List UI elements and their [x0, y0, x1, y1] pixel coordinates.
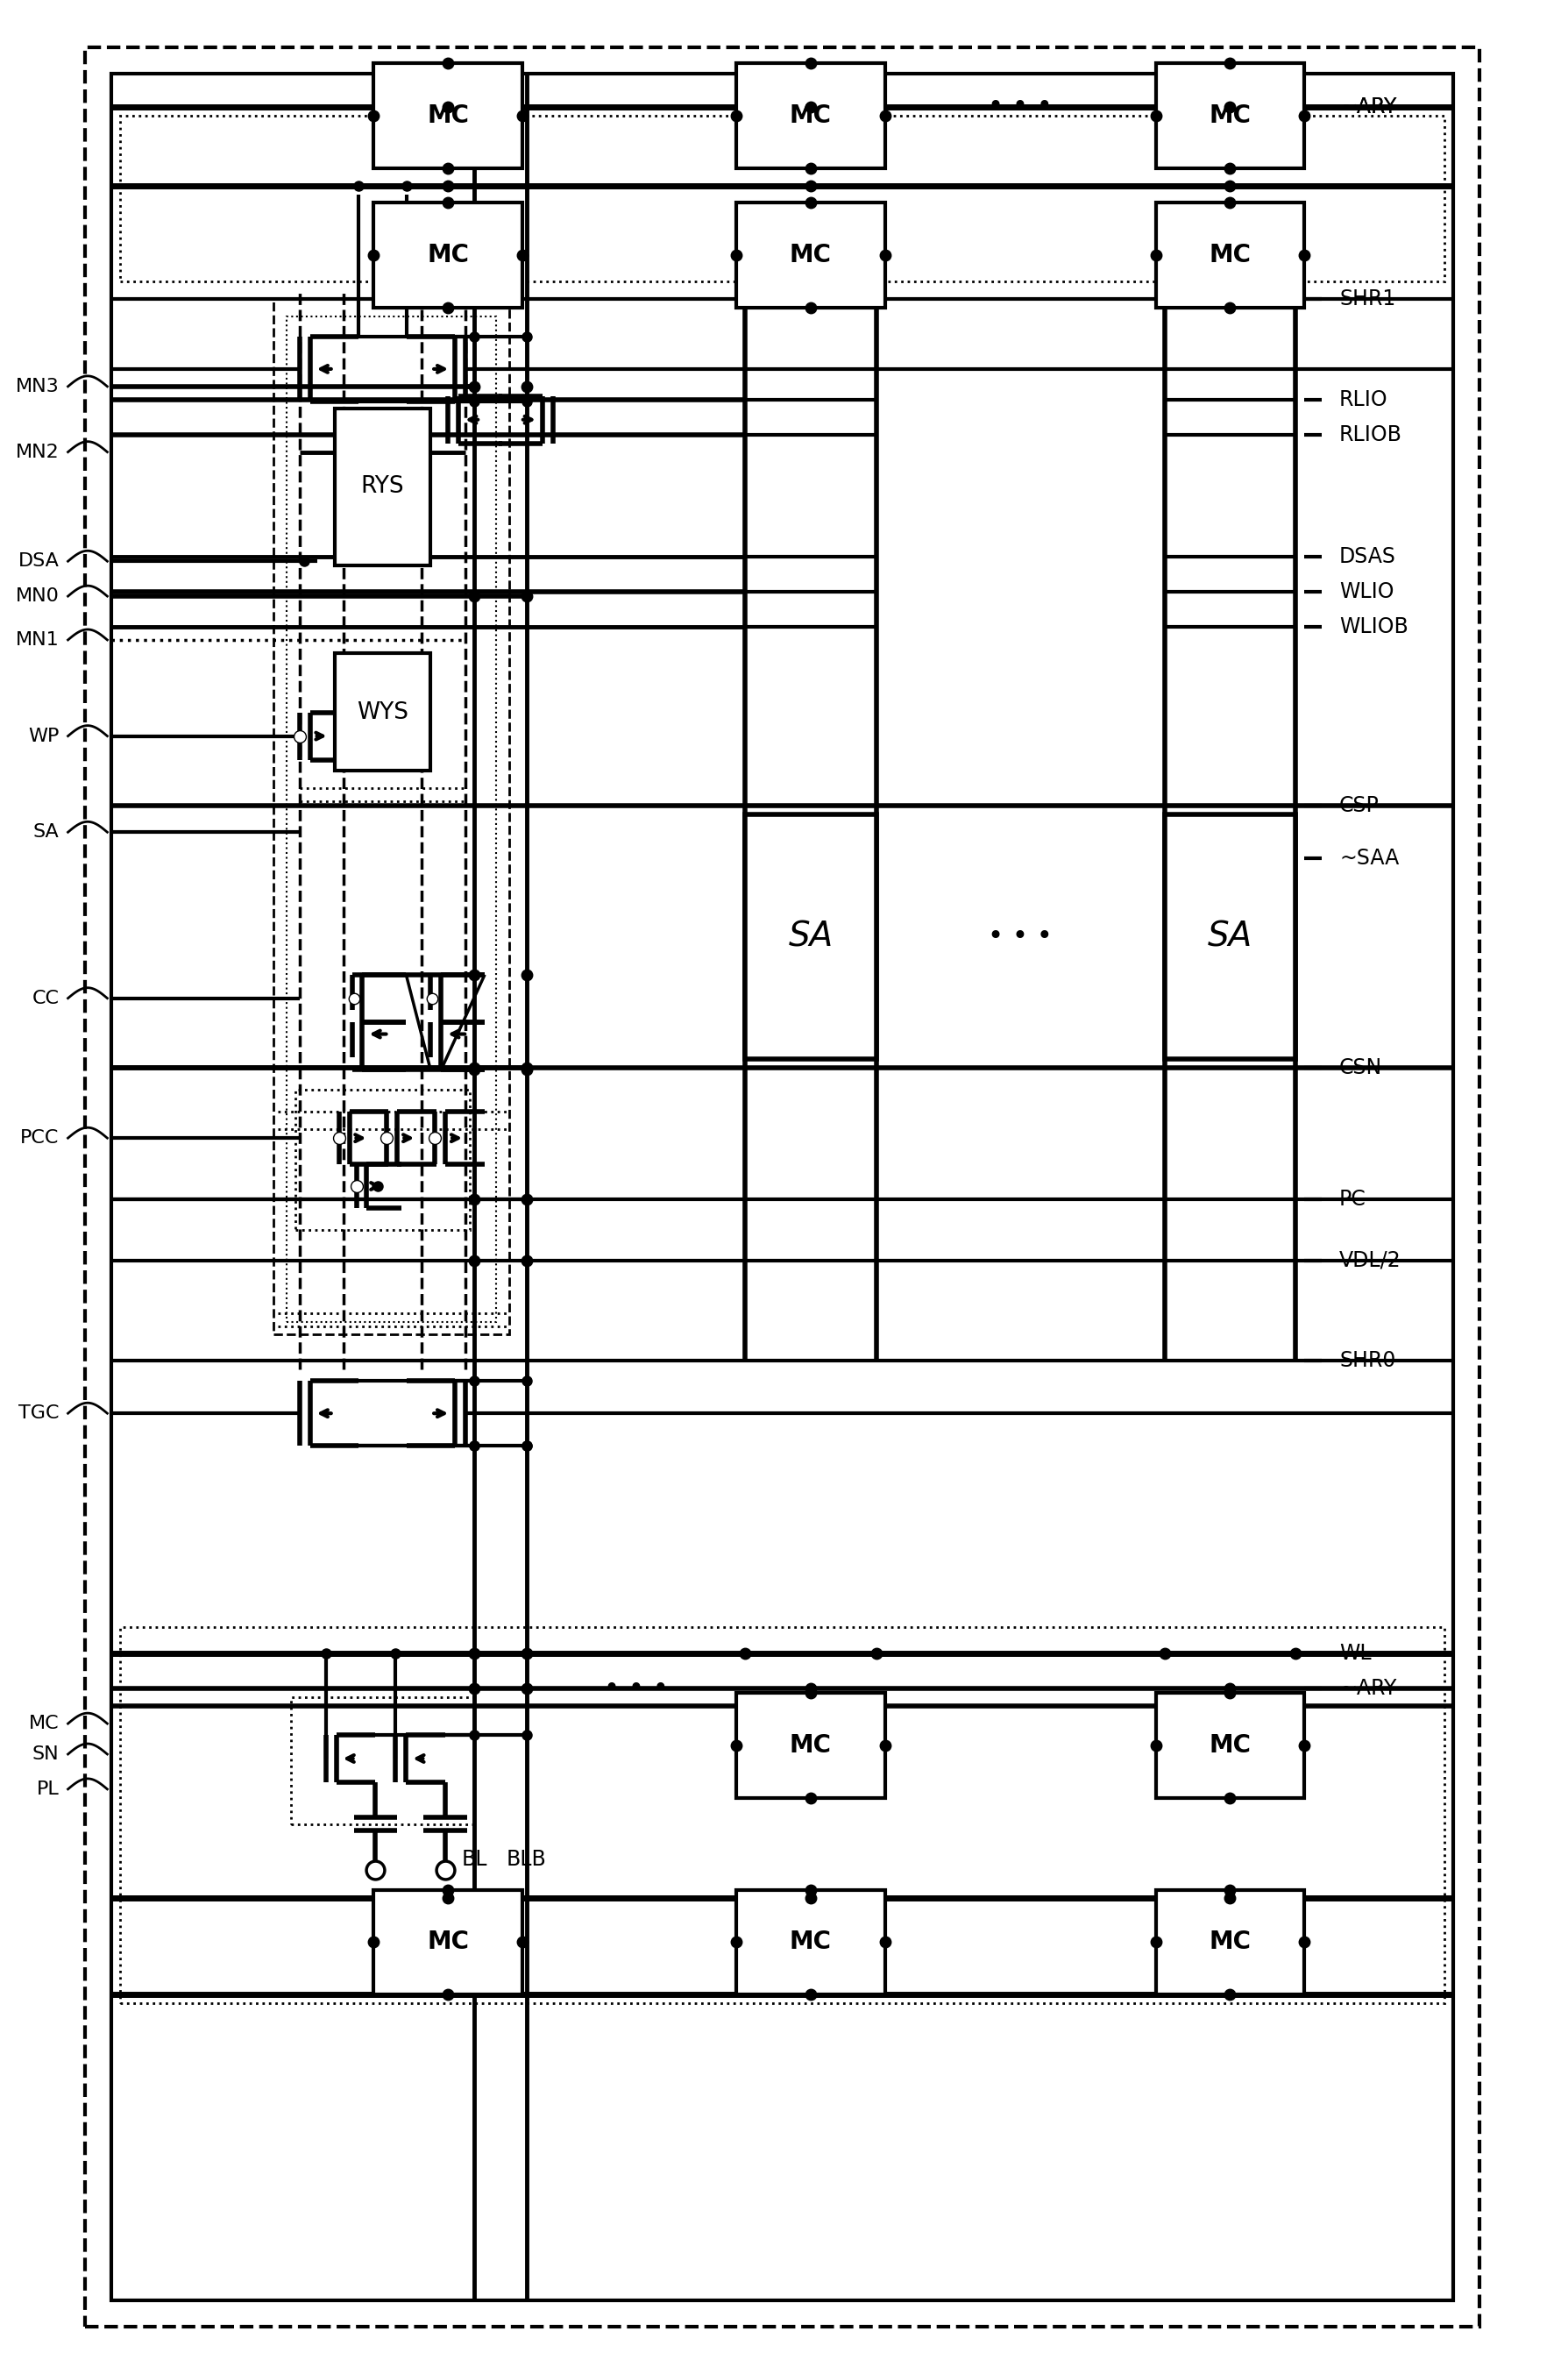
Text: WYS: WYS	[356, 700, 408, 724]
Text: ~ARY: ~ARY	[1339, 1678, 1396, 1700]
Bar	[735, 1693, 884, 1797]
Text: CSP: CSP	[1339, 795, 1378, 817]
Text: BL: BL	[461, 1849, 488, 1871]
Bar	[735, 202, 884, 309]
Text: • • •: • • •	[988, 95, 1052, 119]
Text: PL: PL	[36, 1780, 60, 1797]
Text: MC: MC	[426, 242, 469, 268]
Bar	[745, 814, 875, 1059]
Bar	[111, 74, 1452, 2300]
Bar	[287, 316, 495, 1322]
Text: DSAS: DSAS	[1339, 546, 1396, 567]
Bar	[121, 1629, 1443, 2004]
Text: TGC: TGC	[19, 1405, 60, 1422]
Bar	[85, 47, 1479, 2327]
Bar	[1156, 1693, 1303, 1797]
Text: PC: PC	[1339, 1189, 1366, 1211]
Text: MN3: MN3	[16, 377, 60, 394]
Text: WP: WP	[28, 726, 60, 745]
Text: BLB: BLB	[506, 1849, 546, 1871]
Text: MC: MC	[1209, 1930, 1250, 1954]
Text: SHR0: SHR0	[1339, 1351, 1396, 1372]
Text: MN0: MN0	[16, 586, 60, 605]
Text: VDL/2: VDL/2	[1339, 1249, 1400, 1270]
Text: MC: MC	[789, 242, 831, 268]
Text: WLIO: WLIO	[1339, 582, 1394, 603]
Text: SA: SA	[1207, 921, 1251, 954]
Text: WLIOB: WLIOB	[1339, 617, 1408, 636]
Text: • • •: • • •	[604, 1676, 668, 1702]
Bar	[295, 1090, 470, 1230]
Bar	[121, 116, 1443, 283]
Bar	[1156, 1890, 1303, 1994]
Bar	[334, 408, 430, 565]
Text: MC: MC	[1209, 1733, 1250, 1757]
Bar	[373, 1890, 522, 1994]
Bar	[735, 64, 884, 169]
Text: MC: MC	[789, 104, 831, 128]
Text: ~ARY: ~ARY	[1339, 97, 1396, 116]
Bar	[1156, 64, 1303, 169]
Text: • • •: • • •	[988, 923, 1052, 950]
Text: MN2: MN2	[16, 444, 60, 461]
Text: MC: MC	[1209, 104, 1250, 128]
Bar	[334, 653, 430, 772]
Bar	[373, 64, 522, 169]
Text: SHR1: SHR1	[1339, 290, 1396, 309]
Text: MC: MC	[789, 1930, 831, 1954]
Bar	[735, 1890, 884, 1994]
Text: RLIO: RLIO	[1339, 389, 1388, 411]
Text: CC: CC	[31, 990, 60, 1007]
Bar	[1163, 814, 1295, 1059]
Text: SA: SA	[33, 824, 60, 840]
Text: PCC: PCC	[20, 1130, 60, 1147]
Bar	[273, 299, 510, 1334]
Text: MC: MC	[789, 1733, 831, 1757]
Text: ~ARY: ~ARY	[1339, 97, 1396, 116]
Text: ~SAA: ~SAA	[1339, 848, 1399, 869]
Text: SA: SA	[787, 921, 833, 954]
Text: MC: MC	[28, 1714, 60, 1733]
Text: MC: MC	[1209, 242, 1250, 268]
Text: RLIOB: RLIOB	[1339, 425, 1402, 444]
Text: SN: SN	[33, 1745, 60, 1764]
Bar	[373, 202, 522, 309]
Text: RYS: RYS	[361, 475, 405, 499]
Text: WL: WL	[1339, 1643, 1370, 1664]
Text: DSA: DSA	[19, 553, 60, 570]
Text: MN1: MN1	[16, 631, 60, 648]
Text: CSN: CSN	[1339, 1059, 1381, 1078]
Bar	[290, 1697, 474, 1823]
Text: MC: MC	[426, 104, 469, 128]
Text: MC: MC	[426, 1930, 469, 1954]
Bar	[1156, 202, 1303, 309]
